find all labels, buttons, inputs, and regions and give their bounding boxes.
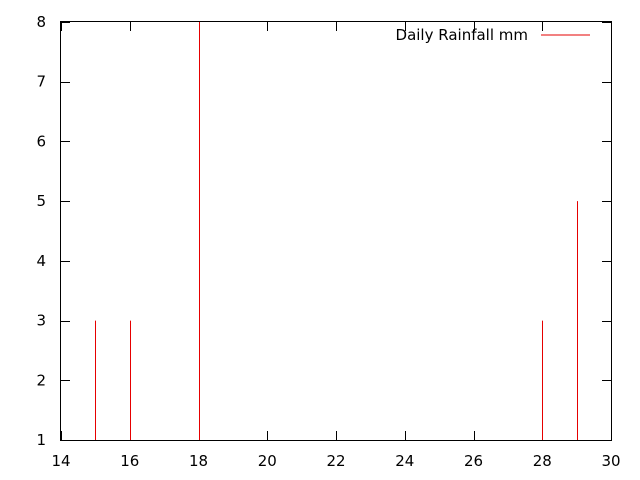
y-tick-label: 8 [36,13,46,31]
y-tick-label: 7 [36,73,46,91]
legend: Daily Rainfall mm [396,26,590,44]
x-tick-label: 24 [395,452,414,470]
x-tick-label: 16 [120,452,139,470]
y-tick-label: 4 [36,252,46,270]
x-tick-label: 30 [601,452,620,470]
y-tick-label: 6 [36,132,46,150]
y-tick-label: 5 [36,192,46,210]
x-tick-label: 20 [258,452,277,470]
legend-label: Daily Rainfall mm [396,26,528,44]
y-tick-label: 3 [36,312,46,330]
x-tick-label: 22 [326,452,345,470]
y-tick-label: 2 [36,371,46,389]
x-tick-label: 18 [189,452,208,470]
x-tick-label: 14 [51,452,70,470]
y-tick-label: 1 [36,431,46,449]
data-impulses [95,22,578,440]
x-tick-label: 26 [464,452,483,470]
axis-ticks: 14 16 18 20 22 24 26 28 30 1 2 3 4 5 6 7 8 [36,13,620,470]
plot-border [60,21,612,441]
x-tick-label: 28 [533,452,552,470]
